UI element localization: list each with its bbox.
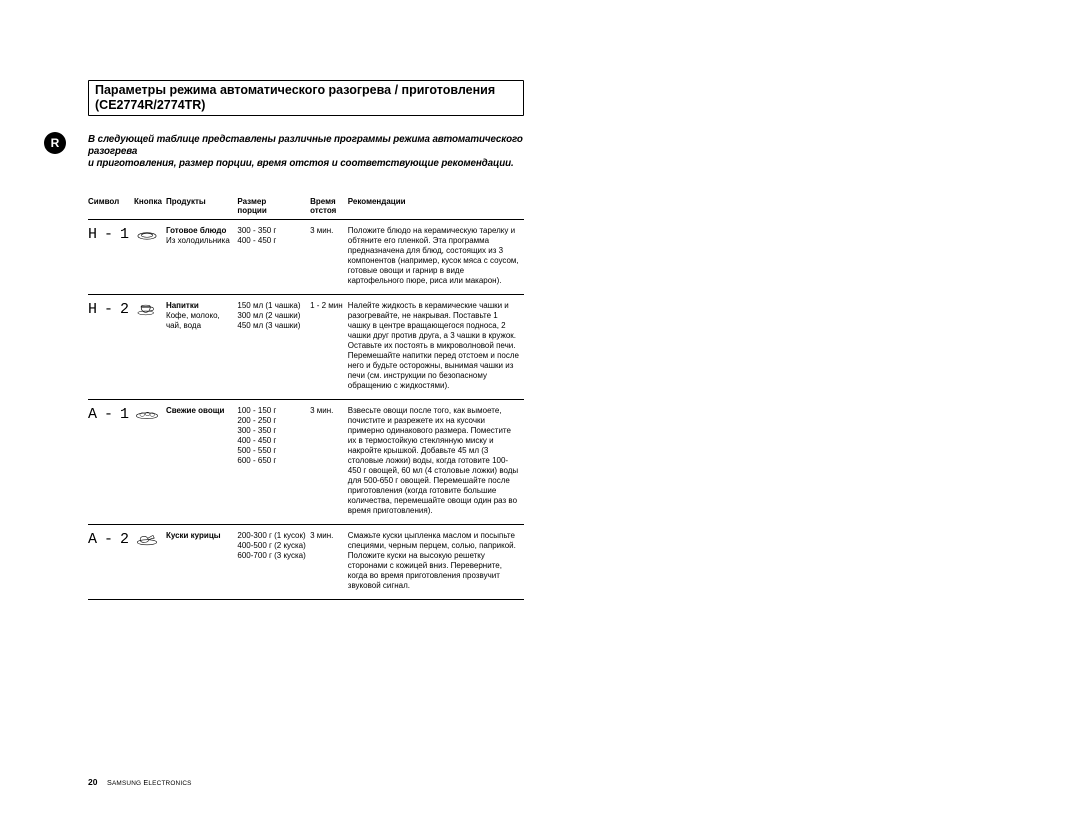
th-products: Продукты: [166, 197, 237, 220]
table-separator: [88, 600, 524, 601]
cell-button-icon: [134, 220, 166, 295]
th-size-l2: порции: [237, 206, 266, 215]
table-row: A - 1 Свежие овощи 100 - 150 г200 - 250 г3…: [88, 400, 524, 525]
section-title-wrap: Параметры режима автоматического разогре…: [88, 80, 524, 116]
th-size: Размерпорции: [237, 197, 310, 220]
th-size-l1: Размер: [237, 197, 266, 206]
footer-brand: SAMSUNG ELECTRONICS: [107, 778, 192, 787]
th-button: Кнопка: [134, 197, 166, 220]
cell-symbol: A - 1: [88, 400, 134, 525]
product-title: Свежие овощи: [166, 406, 224, 415]
product-sub: Из холодильника: [166, 236, 230, 245]
cell-rec: Налейте жидкость в керамические чашки и …: [348, 295, 524, 400]
cell-time: 3 мин.: [310, 525, 348, 600]
chicken-icon: [134, 531, 160, 550]
veg-icon: [134, 406, 160, 425]
product-title: Куски курицы: [166, 531, 221, 540]
footer-sep: [100, 777, 105, 787]
page: R Параметры режима автоматического разог…: [0, 0, 1080, 813]
display-symbol: H - 2: [88, 301, 130, 320]
cell-products: Свежие овощи: [166, 400, 237, 525]
page-number: 20: [88, 777, 97, 787]
product-title: Готовое блюдо: [166, 226, 226, 235]
cell-button-icon: [134, 525, 166, 600]
cell-symbol: A - 2: [88, 525, 134, 600]
cell-time: 3 мин.: [310, 400, 348, 525]
product-sub: Кофе, молоко, чай, вода: [166, 311, 220, 330]
cup-icon: [134, 301, 160, 320]
page-footer: 20 SAMSUNG ELECTRONICS: [88, 777, 192, 787]
display-symbol: H - 1: [88, 226, 130, 245]
table-row: A - 2 Куски курицы 200-300 г (1 кусок)400-…: [88, 525, 524, 600]
display-symbol: A - 2: [88, 531, 130, 550]
section-title: Параметры режима автоматического разогре…: [88, 80, 524, 116]
th-time: Времяотстоя: [310, 197, 348, 220]
cell-products: НапиткиКофе, молоко, чай, вода: [166, 295, 237, 400]
content: Параметры режима автоматического разогре…: [88, 80, 524, 600]
cell-button-icon: [134, 400, 166, 525]
product-title: Напитки: [166, 301, 199, 310]
th-rec: Рекомендации: [348, 197, 524, 220]
cell-symbol: H - 1: [88, 220, 134, 295]
cell-rec: Положите блюдо на керамическую тарелку и…: [348, 220, 524, 295]
plate-icon: [134, 226, 160, 245]
table-row: H - 1Готовое блюдоИз холодильника300 - 3…: [88, 220, 524, 295]
th-time-l1: Время: [310, 197, 336, 206]
cell-time: 1 - 2 мин: [310, 295, 348, 400]
intro-line-1: В следующей таблице представлены различн…: [88, 134, 523, 157]
th-symbol: Символ: [88, 197, 134, 220]
cell-size: 200-300 г (1 кусок)400-500 г (2 куска)60…: [237, 525, 310, 600]
cell-rec: Взвесьте овощи после того, как вымоете, …: [348, 400, 524, 525]
cell-products: Готовое блюдоИз холодильника: [166, 220, 237, 295]
table-row: H - 2НапиткиКофе, молоко, чай, вода150 м…: [88, 295, 524, 400]
cooking-table: Символ Кнопка Продукты Размерпорции Врем…: [88, 197, 524, 600]
cell-rec: Смажьте куски цыпленка маслом и посыпьте…: [348, 525, 524, 600]
cell-products: Куски курицы: [166, 525, 237, 600]
display-symbol: A - 1: [88, 406, 130, 425]
cell-size: 150 мл (1 чашка)300 мл (2 чашки)450 мл (…: [237, 295, 310, 400]
cell-time: 3 мин.: [310, 220, 348, 295]
language-badge: R: [44, 132, 66, 154]
cell-size: 300 - 350 г400 - 450 г: [237, 220, 310, 295]
table-header-row: Символ Кнопка Продукты Размерпорции Врем…: [88, 197, 524, 220]
cell-size: 100 - 150 г200 - 250 г300 - 350 г400 - 4…: [237, 400, 310, 525]
intro-line-2: и приготовления, размер порции, время от…: [88, 158, 514, 169]
cell-symbol: H - 2: [88, 295, 134, 400]
cell-button-icon: [134, 295, 166, 400]
th-time-l2: отстоя: [310, 206, 336, 215]
intro-text: В следующей таблице представлены различн…: [88, 134, 524, 171]
